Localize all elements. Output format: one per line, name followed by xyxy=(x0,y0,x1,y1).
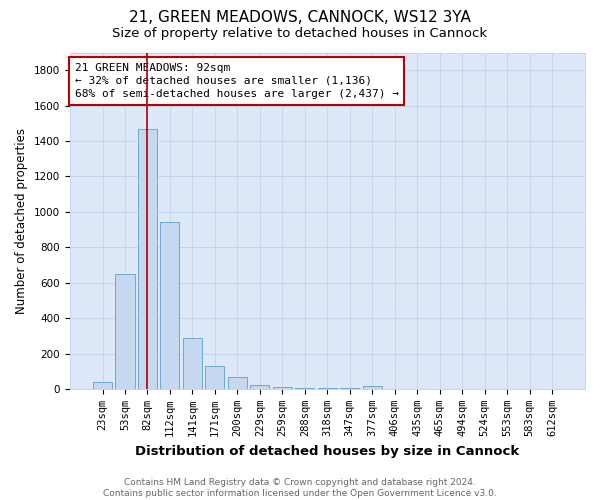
Text: Contains HM Land Registry data © Crown copyright and database right 2024.
Contai: Contains HM Land Registry data © Crown c… xyxy=(103,478,497,498)
Bar xyxy=(115,274,134,389)
Bar xyxy=(340,388,359,389)
Bar xyxy=(362,386,382,389)
Bar xyxy=(93,382,112,389)
Text: 21, GREEN MEADOWS, CANNOCK, WS12 3YA: 21, GREEN MEADOWS, CANNOCK, WS12 3YA xyxy=(129,10,471,25)
Y-axis label: Number of detached properties: Number of detached properties xyxy=(15,128,28,314)
Bar xyxy=(138,128,157,389)
Bar xyxy=(160,222,179,389)
Bar xyxy=(318,388,337,389)
Bar xyxy=(273,387,292,389)
Text: Size of property relative to detached houses in Cannock: Size of property relative to detached ho… xyxy=(112,28,488,40)
Bar xyxy=(295,388,314,389)
Bar xyxy=(205,366,224,389)
Bar xyxy=(228,378,247,389)
Text: 21 GREEN MEADOWS: 92sqm
← 32% of detached houses are smaller (1,136)
68% of semi: 21 GREEN MEADOWS: 92sqm ← 32% of detache… xyxy=(74,62,398,99)
Bar xyxy=(183,338,202,389)
Bar xyxy=(250,384,269,389)
X-axis label: Distribution of detached houses by size in Cannock: Distribution of detached houses by size … xyxy=(135,444,520,458)
